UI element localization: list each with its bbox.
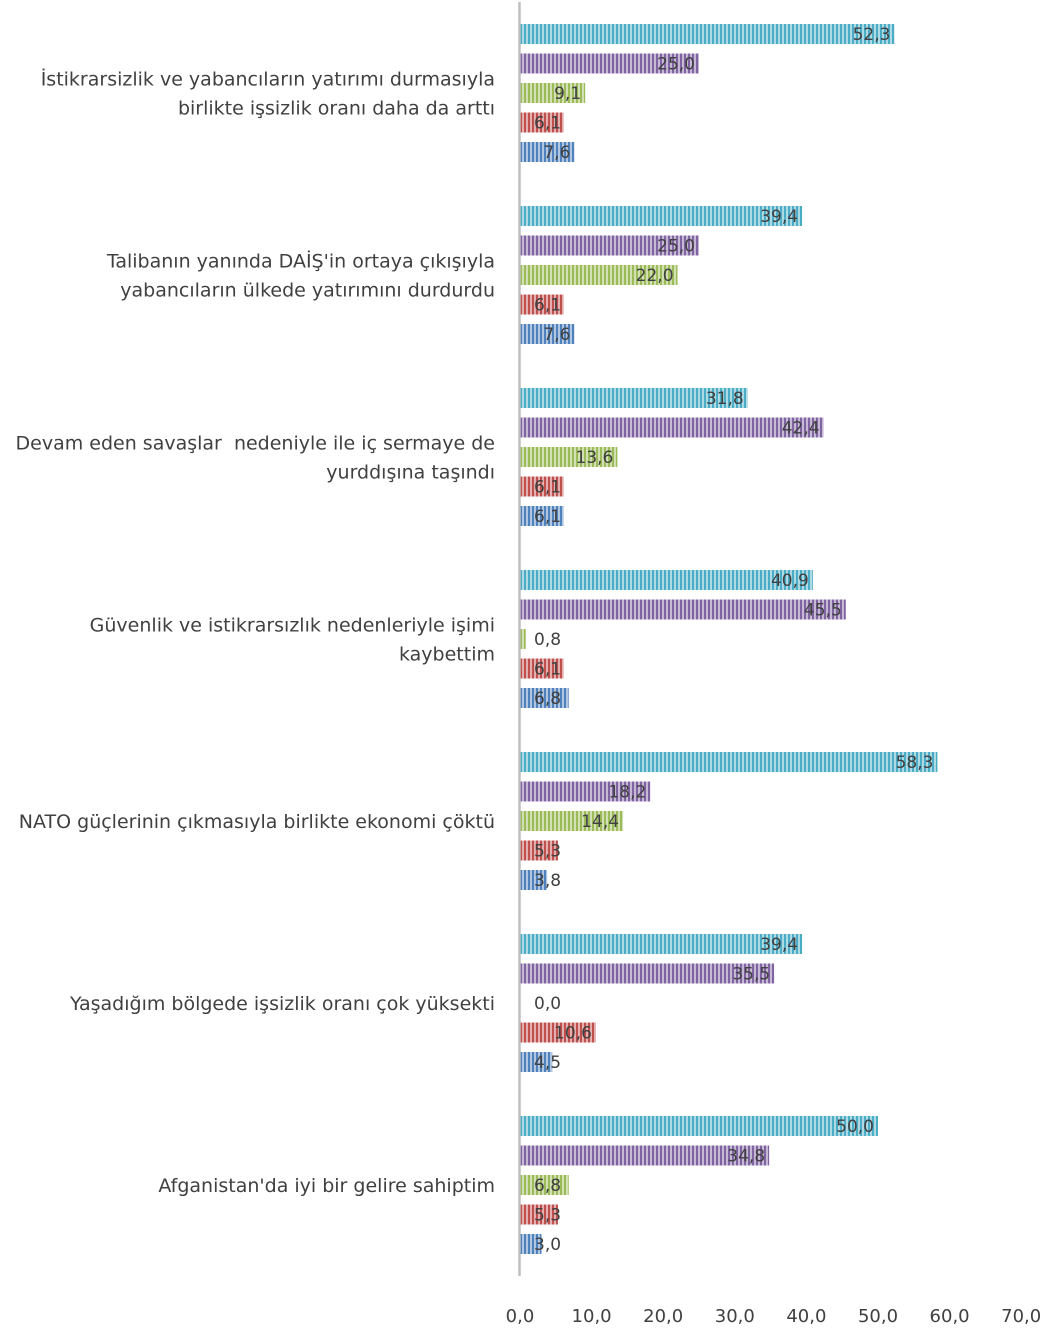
data-label-series4-cat3: 6,1	[534, 478, 561, 498]
category-label-4-line2: kaybettim	[399, 644, 495, 666]
bar-series3-cat4	[520, 629, 526, 649]
bar-series1-cat4	[520, 570, 813, 590]
bar-series2-cat6	[520, 963, 775, 984]
x-tick-label: 0,0	[506, 1306, 535, 1327]
bar-series3-cat1	[520, 83, 586, 103]
x-tick-label: 60,0	[930, 1306, 970, 1327]
data-label-series2-cat5: 18,2	[608, 783, 646, 803]
bar-series2-cat2	[520, 235, 699, 256]
data-label-series2-cat6: 35,5	[732, 965, 770, 985]
data-label-series1-cat4: 40,9	[771, 571, 809, 591]
bar-series4-cat5	[520, 840, 558, 861]
bar-series3-cat2	[520, 265, 678, 285]
data-label-series1-cat1: 52,3	[853, 25, 891, 45]
data-label-series1-cat6: 39,4	[760, 935, 798, 955]
category-label-1-line2: birlikte işsizlik oranı daha da arttı	[178, 98, 495, 120]
bar-series1-cat1	[520, 24, 895, 44]
bar-series4-cat3	[520, 476, 564, 497]
category-label-6-line1: Yaşadığım bölgede işsizlik oranı çok yük…	[69, 993, 495, 1015]
data-label-series4-cat5: 5,3	[534, 842, 561, 862]
category-label-2-line2: yabancıların ülkede yatırımını durdurdu	[120, 280, 495, 302]
bar-series1-cat3	[520, 388, 748, 408]
x-tick-label: 50,0	[858, 1306, 898, 1327]
bar-series3-cat7	[520, 1175, 569, 1195]
data-label-series4-cat1: 6,1	[534, 114, 561, 134]
data-label-series3-cat5: 14,4	[581, 812, 619, 832]
bar-series2-cat1	[520, 53, 699, 74]
data-label-series2-cat1: 25,0	[657, 55, 695, 75]
data-label-series3-cat4: 0,8	[534, 630, 561, 650]
bar-series5-cat3	[520, 506, 564, 526]
x-tick-label: 10,0	[572, 1306, 612, 1327]
x-tick-label: 70,0	[1001, 1306, 1041, 1327]
data-label-series2-cat2: 25,0	[657, 237, 695, 257]
category-label-3-line1: Devam eden savaşlar nedeniyle ile iç ser…	[16, 433, 495, 455]
bar-series1-cat2	[520, 206, 803, 226]
data-label-series5-cat2: 7,6	[543, 325, 570, 345]
data-label-series4-cat4: 6,1	[534, 660, 561, 680]
category-label-3-line2: yurddışına taşındı	[326, 462, 495, 484]
data-label-series5-cat5: 3,8	[534, 871, 561, 891]
bar-series5-cat1	[520, 142, 575, 162]
data-label-series4-cat2: 6,1	[534, 296, 561, 316]
data-label-series3-cat7: 6,8	[534, 1176, 561, 1196]
data-label-series5-cat7: 3,0	[534, 1235, 561, 1255]
data-label-series3-cat1: 9,1	[554, 84, 581, 104]
data-label-series1-cat7: 50,0	[836, 1117, 874, 1137]
category-label-4-line1: Güvenlik ve istikrarsızlık nedenleriyle …	[90, 615, 495, 637]
bar-series1-cat6	[520, 934, 803, 954]
bar-series2-cat4	[520, 599, 846, 620]
value-labels-layer: 52,3 25,0 9,1 6,1 7,6 39,4 25,0 22,0 6,1 7,6 31,8 4…	[534, 25, 933, 1255]
data-label-series5-cat1: 7,6	[543, 143, 570, 163]
x-tick-label: 30,0	[715, 1306, 755, 1327]
x-tick-label: 20,0	[643, 1306, 683, 1327]
category-label-7-line1: Afganistan'da iyi bir gelire sahiptim	[158, 1175, 495, 1197]
bar-series5-cat6	[520, 1052, 553, 1072]
data-label-series4-cat7: 5,3	[534, 1206, 561, 1226]
bar-series4-cat2	[520, 294, 564, 315]
bar-series1-cat7	[520, 1116, 878, 1136]
category-label-2-line1: Talibanın yanında DAİŞ'in ortaya çıkışıy…	[106, 250, 495, 273]
bar-series1-cat5	[520, 752, 938, 772]
bar-series4-cat1	[520, 112, 564, 133]
data-label-series2-cat3: 42,4	[782, 419, 820, 439]
bar-series4-cat7	[520, 1204, 558, 1225]
bars-layer	[520, 24, 938, 1254]
bar-series5-cat5	[520, 870, 548, 890]
bar-series2-cat3	[520, 417, 824, 438]
x-axis-ticks: 0,0 10,0 20,0 30,0 40,0 50,0 60,0 70,0	[506, 1306, 1042, 1327]
bar-series3-cat5	[520, 811, 624, 831]
data-label-series5-cat6: 4,5	[534, 1053, 561, 1073]
category-label-1-line1: İstikrarsizlik ve yabancıların yatırımı …	[41, 68, 495, 91]
bar-series5-cat4	[520, 688, 569, 708]
data-label-series1-cat2: 39,4	[760, 207, 798, 227]
category-labels-layer: İstikrarsizlik ve yabancıların yatırımı …	[16, 68, 495, 1198]
data-label-series3-cat6: 0,0	[534, 994, 561, 1014]
bar-series5-cat7	[520, 1234, 542, 1254]
bar-series4-cat6	[520, 1022, 596, 1043]
data-label-series5-cat4: 6,8	[534, 689, 561, 709]
bar-series2-cat5	[520, 781, 651, 802]
data-label-series3-cat3: 13,6	[576, 448, 614, 468]
data-label-series4-cat6: 10,6	[554, 1024, 592, 1044]
bar-series5-cat2	[520, 324, 575, 344]
data-label-series5-cat3: 6,1	[534, 507, 561, 527]
data-label-series1-cat3: 31,8	[706, 389, 744, 409]
data-label-series2-cat4: 45,5	[804, 601, 842, 621]
x-tick-label: 40,0	[786, 1306, 826, 1327]
bar-series4-cat4	[520, 658, 564, 679]
data-label-series2-cat7: 34,8	[727, 1147, 765, 1167]
bar-series2-cat7	[520, 1145, 770, 1166]
data-label-series1-cat5: 58,3	[896, 753, 934, 773]
bar-series3-cat3	[520, 447, 618, 467]
data-label-series3-cat2: 22,0	[636, 266, 674, 286]
category-label-5-line1: NATO güçlerinin çıkmasıyla birlikte ekon…	[19, 811, 495, 833]
